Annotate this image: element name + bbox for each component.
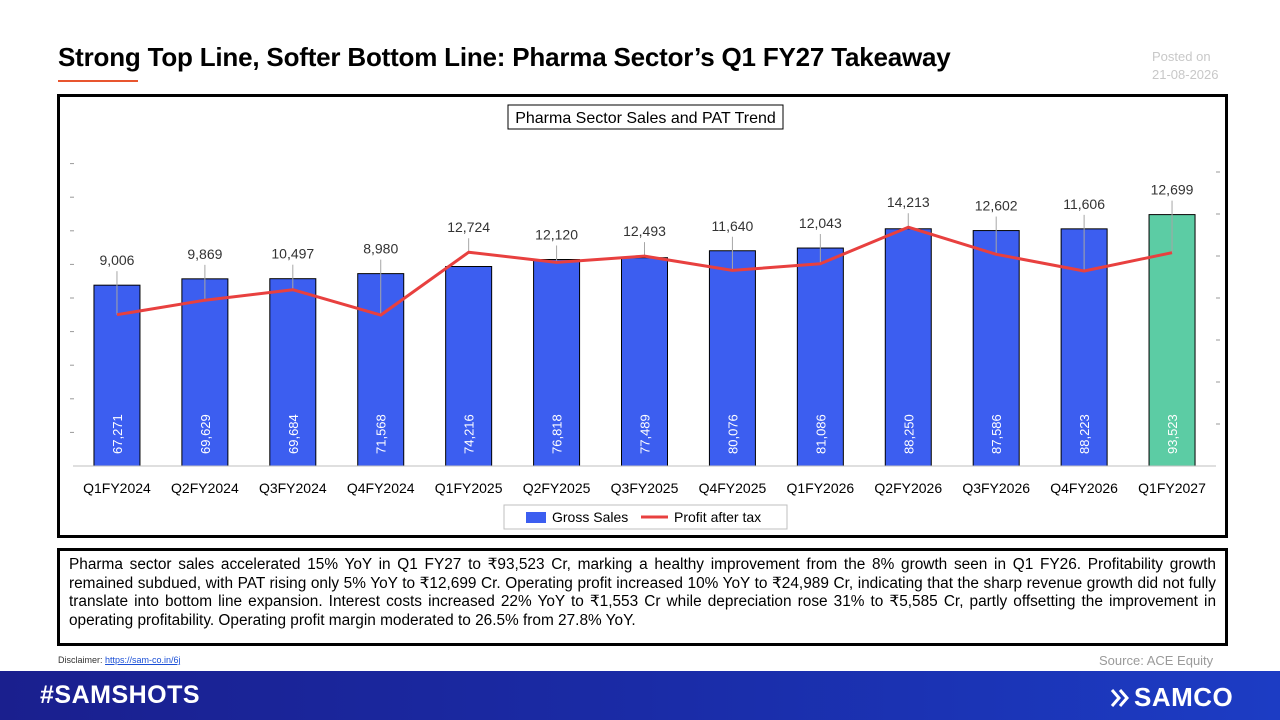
- source-note: Source: ACE Equity: [1099, 653, 1214, 668]
- summary-text: Pharma sector sales accelerated 15% YoY …: [57, 548, 1228, 646]
- legend-gross-sales: Gross Sales: [552, 509, 628, 525]
- x-tick-label: Q1FY2025: [435, 480, 503, 496]
- bar-gross-sales: [972, 230, 1020, 467]
- bar-value-label: 71,568: [374, 414, 389, 454]
- pat-value-label: 12,120: [535, 227, 578, 243]
- legend-bar-swatch: [526, 512, 546, 523]
- samco-logo-icon: [1110, 688, 1129, 707]
- title-underline: [58, 80, 138, 82]
- bar-value-label: 81,086: [813, 414, 828, 454]
- right-axis-ticks: [1216, 171, 1220, 425]
- pat-value-label: 12,493: [623, 223, 666, 239]
- bar-gross-sales: [796, 247, 844, 467]
- bar-gross-sales: [884, 228, 932, 467]
- bar-value-label: 87,586: [989, 414, 1004, 454]
- posted-label: Posted on: [1152, 49, 1211, 64]
- bar-value-label: 74,216: [462, 414, 477, 454]
- pat-value-label: 9,006: [99, 252, 134, 268]
- posted-date: 21-08-2026: [1152, 67, 1219, 82]
- bar-gross-sales: [708, 250, 756, 467]
- x-tick-label: Q1FY2024: [83, 480, 151, 496]
- hashtag: #SAMSHOTS: [40, 681, 201, 709]
- disclaimer-link[interactable]: https://sam-co.in/6j: [105, 655, 181, 665]
- bar-value-label: 69,684: [286, 414, 301, 454]
- page-title: Strong Top Line, Softer Bottom Line: Pha…: [58, 42, 951, 72]
- pat-value-label: 12,602: [975, 198, 1018, 214]
- disclaimer-label: Disclaimer:: [58, 655, 103, 665]
- x-tick-label: Q3FY2025: [611, 480, 679, 496]
- bar-value-label: 88,223: [1077, 414, 1092, 454]
- x-tick-label: Q3FY2026: [962, 480, 1030, 496]
- pat-value-label: 12,043: [799, 215, 842, 231]
- x-tick-label: Q3FY2024: [259, 480, 327, 496]
- bar-labels-group: 67,271 69,629 69,684 71,568 74,216 76,818 77,4…: [110, 414, 1180, 454]
- x-tick-label: Q2FY2026: [874, 480, 942, 496]
- pat-value-label: 11,640: [712, 218, 754, 234]
- bar-gross-sales: [269, 278, 317, 467]
- bar-value-label: 77,489: [638, 414, 653, 454]
- x-tick-label: Q1FY2027: [1138, 480, 1206, 496]
- x-tick-label: Q2FY2025: [523, 480, 591, 496]
- pat-value-label: 9,869: [187, 246, 222, 262]
- bar-value-label: 69,629: [198, 414, 213, 454]
- pat-value-label: 10,497: [271, 246, 314, 262]
- bar-value-label: 80,076: [725, 414, 740, 454]
- x-tick-label: Q4FY2024: [347, 480, 415, 496]
- bar-value-label: 93,523: [1165, 414, 1180, 454]
- pat-value-label: 12,699: [1151, 182, 1194, 198]
- bar-value-label: 67,271: [110, 414, 125, 454]
- x-tick-label: Q4FY2025: [699, 480, 767, 496]
- legend: Gross Sales Profit after tax: [503, 504, 788, 530]
- leader-lines-group: [116, 200, 1173, 316]
- samco-logo: SAMCO: [1108, 682, 1233, 713]
- bar-value-label: 76,818: [550, 414, 565, 454]
- x-tick-labels: Q1FY2024 Q2FY2024 Q3FY2024 Q4FY2024 Q1FY2025…: [83, 480, 1206, 496]
- pat-value-label: 8,980: [363, 241, 398, 257]
- posted-info: Posted on 21-08-2026: [1152, 48, 1242, 84]
- sales-pat-chart: Pharma Sector Sales and PAT Trend 67,271…: [70, 104, 1220, 530]
- pat-series-line: [116, 225, 1173, 317]
- pat-value-label: 12,724: [447, 219, 490, 235]
- pat-value-label: 11,606: [1063, 196, 1105, 212]
- pat-value-label: 14,213: [887, 194, 930, 210]
- disclaimer: Disclaimer: https://sam-co.in/6j: [58, 655, 181, 665]
- chart-title-box: Pharma Sector Sales and PAT Trend: [507, 104, 784, 130]
- bar-gross-sales: [445, 266, 493, 467]
- x-tick-label: Q1FY2026: [786, 480, 854, 496]
- footer-bar: #SAMSHOTS SAMCO: [0, 671, 1280, 720]
- chart-title: Pharma Sector Sales and PAT Trend: [515, 110, 776, 127]
- x-tick-label: Q4FY2026: [1050, 480, 1118, 496]
- x-tick-label: Q2FY2024: [171, 480, 239, 496]
- chart-panel: Pharma Sector Sales and PAT Trend 67,271…: [57, 94, 1228, 538]
- bar-value-label: 88,250: [901, 414, 916, 454]
- left-axis-ticks: [70, 163, 74, 433]
- legend-pat: Profit after tax: [674, 509, 761, 525]
- pat-labels-group: 9,006 9,869 10,497 8,980 12,724 12,120 12,493 1…: [99, 182, 1193, 269]
- brand-name: SAMCO: [1134, 682, 1234, 712]
